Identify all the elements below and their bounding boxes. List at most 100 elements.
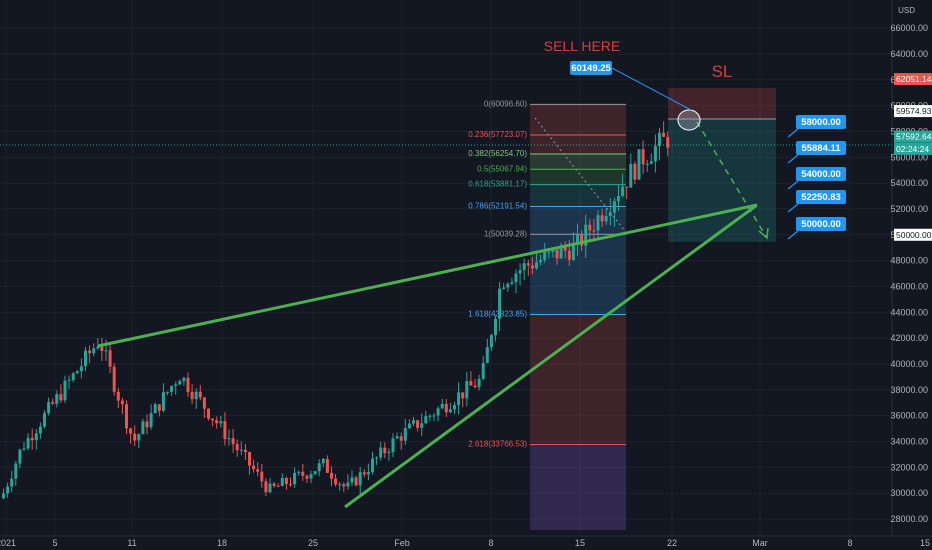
y-tick-label: 36000.00 [890,411,928,421]
candle-down [264,481,268,493]
x-tick-label: 25 [308,538,318,548]
candle-up [338,484,342,486]
price-tag-box [894,228,932,241]
candle-up [612,201,616,213]
x-tick-label: 5 [52,538,57,548]
candle-down [248,452,251,466]
candle-up [637,149,641,180]
callout-box [570,61,612,75]
grid-lines [0,0,926,536]
candle-down [108,350,112,367]
x-tick-label: 8 [847,538,852,548]
sell-zone-ellipse[interactable] [677,109,701,131]
price-axis-background [892,0,932,536]
candle-down [215,420,219,424]
candle-up [535,262,538,269]
diagonal-dotted-line [534,117,626,232]
fib-level-label: 1.618(43823.85) [468,310,527,319]
candle-up [63,380,67,401]
price-tag-box [894,130,932,143]
y-tick-label: 44000.00 [890,307,928,317]
lower-trendline[interactable] [344,203,758,509]
candle-down [260,471,264,482]
candle-up [510,282,514,284]
x-tick-label: 18 [217,538,227,548]
candle-down [125,404,128,429]
candle-up [375,457,379,459]
x-tick-label: 11 [127,538,136,548]
fib-zone [530,314,626,445]
time-axis[interactable]: 2021 5 11 18 25 Feb 8 15 22 Mar 8 15 [0,538,930,548]
fib-level-label: 1(50039.28) [484,229,527,238]
y-tick-label: 56000.00 [890,152,928,162]
candle-up [428,415,432,417]
price-tag-label: 50000.00 [896,230,932,240]
candle-up [137,434,141,441]
callout-pointer [787,128,799,138]
candle-up [6,486,10,494]
candle-down [473,385,477,388]
callout-label: 58000.00 [801,117,841,128]
fib-zone-extension [530,444,626,530]
y-tick-label: 30000.00 [890,488,928,498]
candle-up [379,447,383,458]
price-callouts[interactable]: 60149.25 58000.00 55884.11 54000.00 52250.83… [570,61,846,240]
fib-level-label: 0.5(55067.94) [477,164,527,173]
candle-down [223,421,227,439]
stop-loss-zone [668,88,776,119]
callout-box [796,167,846,181]
upper-trendline[interactable] [97,203,758,348]
x-tick-label: Mar [752,538,768,548]
price-tag-box [894,105,932,118]
y-tick-label: 40000.00 [890,359,928,369]
candle-down [662,132,666,137]
y-tick-label: 32000.00 [890,462,928,472]
candle-up [436,408,440,416]
candle-up [2,493,5,499]
candle-down [633,163,637,180]
candle-down [243,449,247,453]
candle-up [420,423,424,428]
fib-level-label: 0.786(52191.54) [468,201,527,210]
candle-up [18,449,22,464]
candle-down [469,381,473,386]
candle-down [625,186,629,188]
candle-down [588,224,592,231]
candle-up [551,249,555,252]
candle-up [219,421,223,424]
candle-up [608,212,612,216]
candle-up [84,350,87,367]
candle-down [116,391,120,401]
projection-arrowhead [758,227,769,240]
x-tick-label: Feb [394,538,410,548]
candle-up [403,428,407,441]
price-tag-label: 57592.64 [896,132,932,142]
currency-label[interactable]: USD [898,6,915,15]
candle-up [227,438,231,440]
candle-up [309,474,313,479]
callout-pointer [787,180,799,190]
candle-up [358,472,362,486]
callout-pointer [787,230,799,240]
candle-down [88,350,92,354]
candle-up [182,377,186,382]
candle-up [658,132,661,147]
fib-zone [530,169,626,185]
candle-up [141,421,145,435]
candle-down [555,249,559,259]
candle-down [354,477,358,486]
candle-down [289,484,292,486]
candle-down [563,247,567,251]
candle-up [518,270,522,274]
candle-down [526,263,530,266]
candle-up [79,366,83,372]
candle-down [157,404,161,411]
candle-down [207,408,210,419]
candle-up [22,448,26,450]
y-tick-label: 38000.00 [890,385,928,395]
candle-up [412,420,415,424]
currency-label-box[interactable] [893,3,923,17]
candle-down [186,377,190,393]
